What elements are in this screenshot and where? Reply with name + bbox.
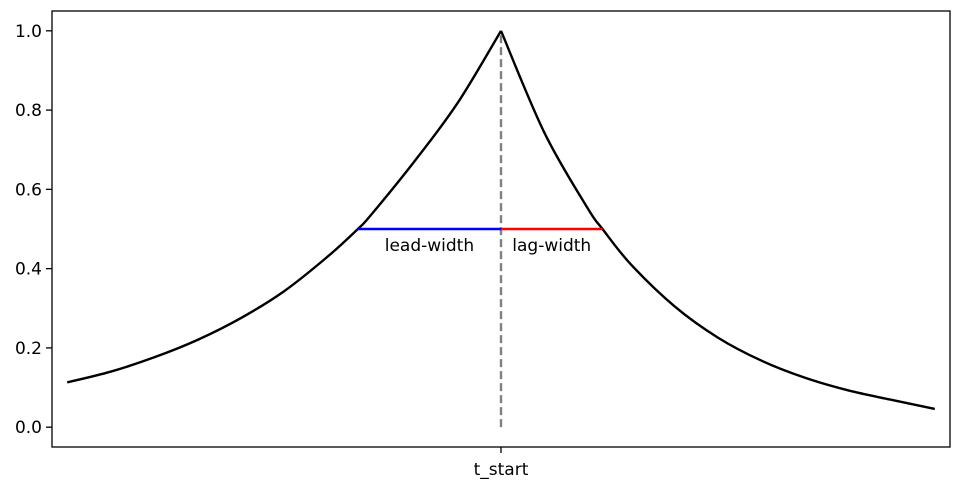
lead-width-label: lead-width: [385, 236, 474, 256]
y-tick-label: 0.0: [15, 418, 42, 438]
series-line-rising: [66, 30, 503, 384]
series-line-falling: [499, 30, 936, 411]
y-tick-label: 0.8: [15, 101, 42, 121]
lag-width-label: lag-width: [512, 236, 591, 256]
y-tick-label: 1.0: [15, 22, 42, 42]
y-tick-label: 0.6: [15, 180, 42, 200]
y-tick-label: 0.4: [15, 260, 42, 280]
x-tick-label: t_start: [474, 460, 529, 480]
y-tick-label: 0.2: [15, 339, 42, 359]
